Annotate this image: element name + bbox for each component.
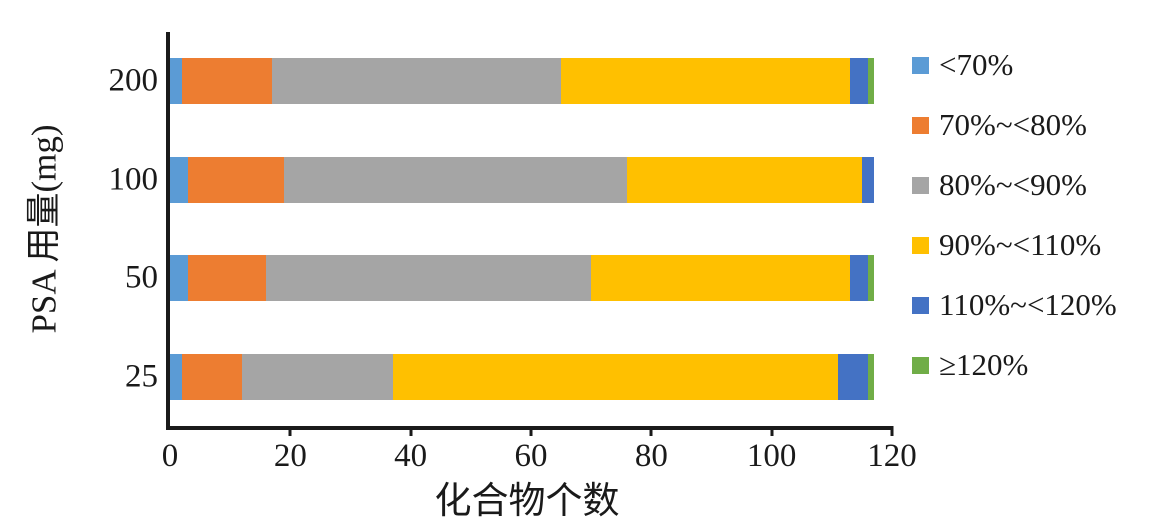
legend-item: ≥120% xyxy=(912,348,1117,382)
plot-area: 200 100 50 25 0 20 40 60 80 100 120 xyxy=(109,32,917,473)
x-tick-label: 120 xyxy=(867,438,917,474)
legend-swatch-icon xyxy=(912,296,929,314)
bar-row-25 xyxy=(170,353,892,400)
bar-row-100 xyxy=(170,156,892,203)
bar-segment xyxy=(188,255,267,302)
y-tick-label: 25 xyxy=(125,358,158,395)
legend-swatch-icon xyxy=(912,116,929,134)
bar-segment xyxy=(627,156,862,203)
y-tick-label: 50 xyxy=(125,259,158,296)
legend-label: 110%~<120% xyxy=(939,287,1117,323)
x-tick-label: 60 xyxy=(514,438,548,474)
y-tick-label: 100 xyxy=(108,161,159,198)
legend-item: 70%~<80% xyxy=(912,107,1117,143)
bar-segment xyxy=(867,353,874,400)
bar-segment xyxy=(182,58,273,105)
x-tick-label: 100 xyxy=(746,438,797,474)
x-axis-title: 化合物个数 xyxy=(434,481,620,522)
bar-segment xyxy=(867,58,874,105)
bar-segment xyxy=(182,353,243,400)
x-tick-label: 40 xyxy=(394,438,428,474)
legend-item: 90%~<110% xyxy=(912,228,1117,262)
legend-item: 80%~<90% xyxy=(912,168,1117,202)
bar-segment xyxy=(837,353,868,400)
bar-segment xyxy=(170,353,183,400)
bar-segment xyxy=(867,255,874,302)
bar-segment xyxy=(284,156,628,203)
x-axis-tick xyxy=(890,426,894,436)
bar-row-50 xyxy=(170,255,892,302)
bar-segment xyxy=(242,353,393,400)
bar-segment xyxy=(849,255,868,302)
x-tick-label: 20 xyxy=(273,438,307,474)
y-tick-label: 200 xyxy=(108,62,159,99)
legend: <70% 70%~<80% 80%~<90% 90%~<110% 110%~<120% ≥… xyxy=(912,47,1117,383)
x-axis-tick xyxy=(770,426,774,436)
x-axis-tick xyxy=(649,426,653,436)
legend-label: 90%~<110% xyxy=(939,227,1102,263)
legend-label: 80%~<90% xyxy=(939,167,1087,203)
legend-label: <70% xyxy=(939,47,1014,82)
bar-segment xyxy=(591,255,850,302)
legend-item: 110%~<120% xyxy=(912,288,1117,322)
x-axis-tick xyxy=(409,426,413,436)
legend-label: 70%~<80% xyxy=(939,107,1087,143)
bar-segment xyxy=(170,156,189,203)
bar-segment xyxy=(188,156,285,203)
legend-swatch-icon xyxy=(912,236,929,254)
legend-item: <70% xyxy=(912,47,1117,82)
legend-swatch-icon xyxy=(912,56,929,74)
x-tick-label: 0 xyxy=(161,438,179,474)
legend-label: ≥120% xyxy=(939,347,1029,383)
bar-segment xyxy=(392,353,838,400)
bar-segment xyxy=(266,255,592,302)
x-axis-tick xyxy=(529,426,533,436)
legend-swatch-icon xyxy=(912,176,929,194)
y-axis-title: PSA 用量(mg) xyxy=(24,124,64,334)
bar-segment xyxy=(170,58,183,105)
legend-swatch-icon xyxy=(912,357,929,375)
bar-row-200 xyxy=(170,58,892,105)
bar-segment xyxy=(861,156,874,203)
bar-segment xyxy=(561,58,850,105)
x-axis-tick xyxy=(288,426,292,436)
bar-segment xyxy=(272,58,562,105)
bar-segment xyxy=(849,58,868,105)
x-tick-label: 80 xyxy=(634,438,668,474)
bar-segment xyxy=(170,255,189,302)
